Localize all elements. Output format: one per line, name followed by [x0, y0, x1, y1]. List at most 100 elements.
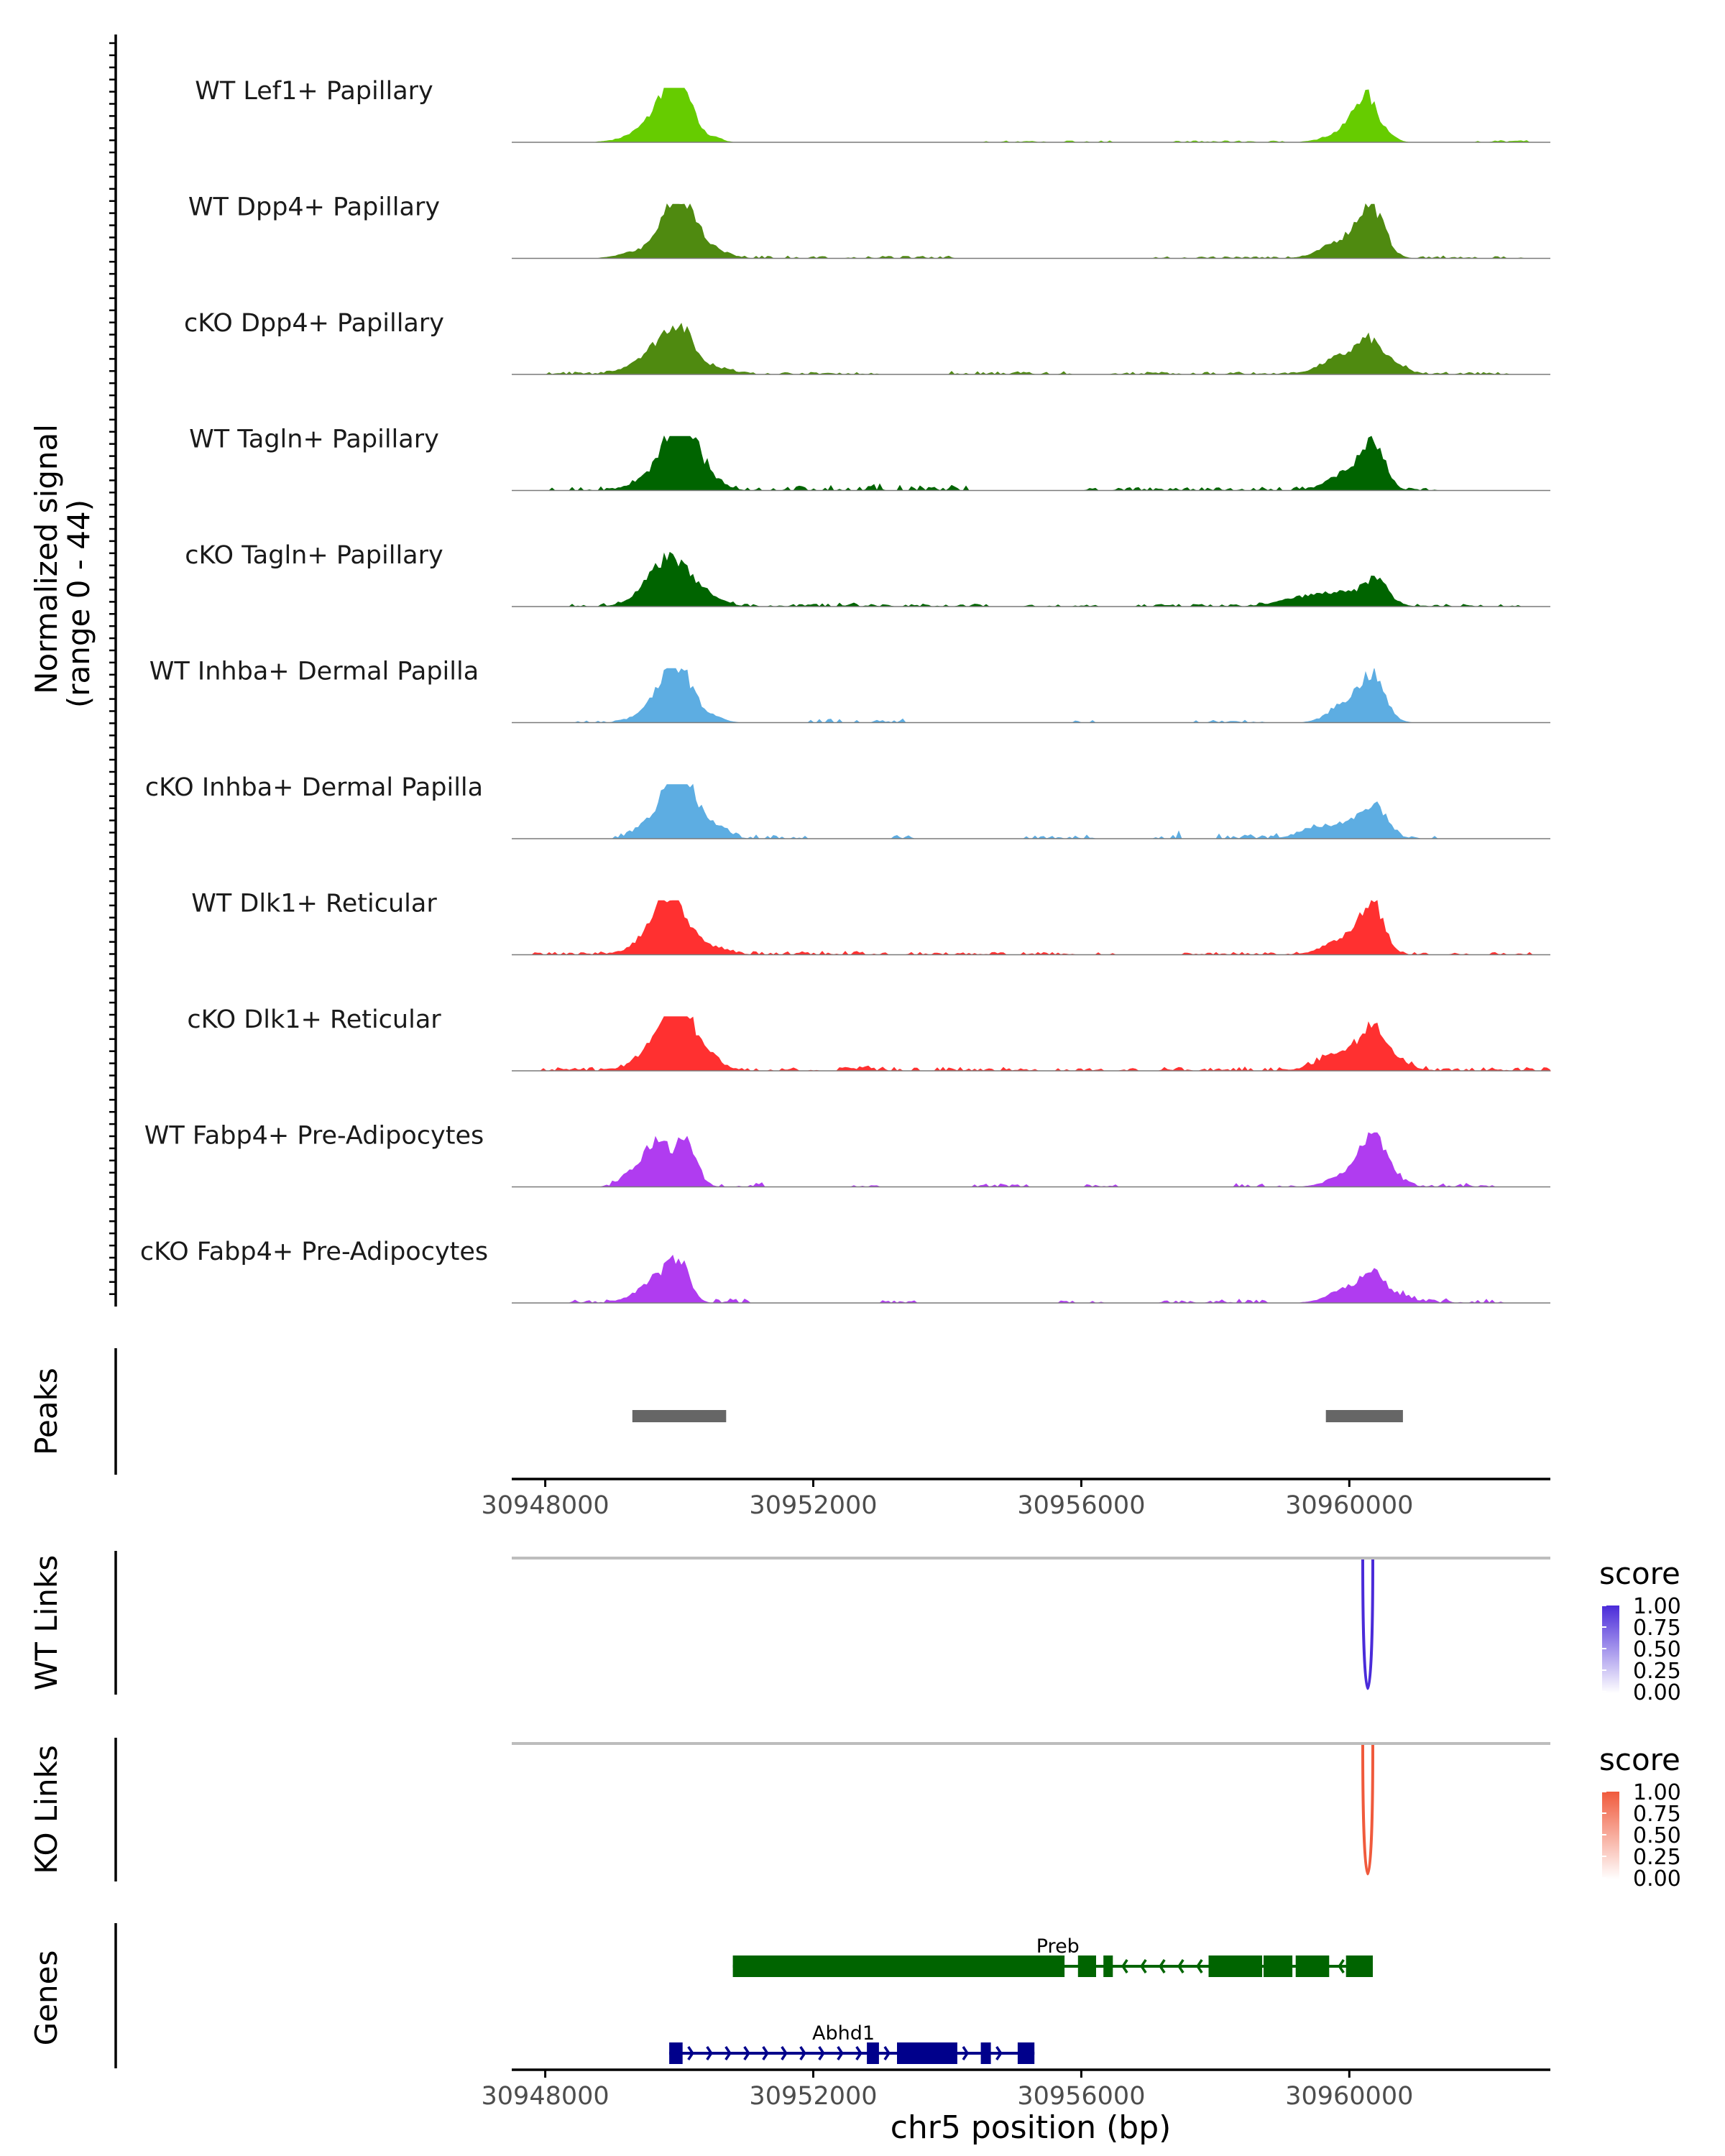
- legend-tick-label: 0.00: [1633, 1680, 1681, 1705]
- coverage-panel: WT Lef1+ Papillary WT Dpp4+ Papillary cKO …: [29, 34, 1551, 1307]
- gene-model: Abhd1: [669, 2022, 1035, 2064]
- track-label: cKO Inhba+ Dermal Papilla: [145, 773, 483, 802]
- x-tick-label: 30948000: [482, 1491, 610, 1520]
- link-arc: [1361, 1559, 1374, 1690]
- coverage-track: cKO Inhba+ Dermal Papilla: [145, 773, 1550, 839]
- coverage-track: WT Dlk1+ Reticular: [191, 890, 1550, 956]
- track-label: cKO Tagln+ Papillary: [185, 541, 443, 570]
- gene-exon: [897, 2042, 957, 2064]
- coverage-tracks: WT Lef1+ Papillary WT Dpp4+ Papillary cKO …: [140, 77, 1551, 1304]
- peaks-panel: Peaks 30948000 30952000 30956000 30960000: [29, 1348, 1550, 1520]
- coverage-ylabel-line1: Normalized signal: [29, 424, 64, 694]
- x-tick-label: 30948000: [482, 2082, 610, 2111]
- genes-panel: Genes Preb Abhd1 30948000 30952000 30956000…: [29, 1923, 1550, 2146]
- strand-arrow: [1159, 1959, 1166, 1973]
- strand-arrow: [724, 2046, 732, 2060]
- legend-tick-label: 0.75: [1633, 1616, 1681, 1641]
- gene-exon: [732, 1955, 1065, 1977]
- gene-exon: [1103, 1955, 1113, 1977]
- wt-legend-title: score: [1599, 1556, 1680, 1591]
- peak-region: [632, 1410, 727, 1422]
- strand-arrow: [1177, 1959, 1184, 1973]
- peak-region: [1325, 1410, 1403, 1422]
- coverage-area: [512, 1016, 1551, 1072]
- wt-score-legend: 1.000.750.500.250.00: [1602, 1594, 1681, 1705]
- legend-tick-label: 0.75: [1633, 1802, 1681, 1827]
- gene-exon: [1077, 1955, 1096, 1977]
- strand-arrow: [1140, 1959, 1147, 1973]
- gene-name-label: Abhd1: [812, 2022, 875, 2045]
- ko-score-legend: 1.000.750.500.250.00: [1602, 1780, 1681, 1892]
- strand-arrow: [1196, 1959, 1203, 1973]
- strand-arrow: [706, 2046, 713, 2060]
- x-tick-label: 30960000: [1285, 2082, 1413, 2111]
- coverage-track: WT Fabp4+ Pre-Adipocytes: [144, 1122, 1550, 1188]
- x-tick-label: 30960000: [1285, 1491, 1413, 1520]
- x-axis-bottom: 30948000 30952000 30956000 30960000: [482, 2068, 1550, 2111]
- gene-exon: [980, 2042, 991, 2064]
- gene-exon: [669, 2042, 683, 2064]
- strand-arrow: [687, 2046, 694, 2060]
- x-tick-label: 30956000: [1017, 2082, 1145, 2111]
- coverage-track: WT Tagln+ Papillary: [189, 425, 1550, 492]
- legend-tick-label: 1.00: [1633, 1594, 1681, 1619]
- gene-exon: [1295, 1955, 1330, 1977]
- genes-ylabel: Genes: [29, 1950, 64, 2046]
- coverage-area: [512, 783, 1550, 839]
- legend-tick-label: 1.00: [1633, 1780, 1681, 1805]
- wt-links-ylabel: WT Links: [29, 1555, 64, 1690]
- gene-model: Preb: [732, 1935, 1373, 1977]
- strand-arrow: [855, 2046, 862, 2060]
- peaks-ylabel: Peaks: [29, 1368, 64, 1455]
- legend-tick-label: 0.25: [1633, 1845, 1681, 1870]
- gene-models: Preb Abhd1: [669, 1935, 1373, 2064]
- track-label: WT Inhba+ Dermal Papilla: [150, 658, 479, 686]
- x-axis-top: 30948000 30952000 30956000 30960000: [482, 1478, 1550, 1520]
- coverage-track: WT Dpp4+ Papillary: [188, 193, 1550, 259]
- track-label: cKO Fabp4+ Pre-Adipocytes: [140, 1238, 488, 1266]
- gene-exon: [1017, 2042, 1035, 2064]
- strand-arrow: [962, 2046, 970, 2060]
- x-axis-label: chr5 position (bp): [891, 2109, 1172, 2146]
- strand-arrow: [837, 2046, 844, 2060]
- legend-tick-label: 0.50: [1633, 1823, 1681, 1848]
- wt-links-panel: WT Links score 1.000.750.500.250.00: [29, 1551, 1681, 1705]
- legend-tick-label: 0.25: [1633, 1659, 1681, 1684]
- gene-exon: [867, 2042, 879, 2064]
- coverage-area: [512, 551, 1550, 607]
- x-tick-label: 30956000: [1017, 1491, 1145, 1520]
- link-arc: [1361, 1744, 1374, 1876]
- x-tick-label: 30952000: [749, 1491, 877, 1520]
- strand-arrow: [883, 2046, 891, 2060]
- strand-arrow: [995, 2046, 1003, 2060]
- strand-arrow: [1121, 1959, 1128, 1973]
- legend-tick-label: 0.50: [1633, 1637, 1681, 1662]
- coverage-track: cKO Tagln+ Papillary: [185, 541, 1550, 607]
- ko-legend-title: score: [1599, 1742, 1680, 1777]
- strand-arrow: [818, 2046, 825, 2060]
- ko-links-arcs: [1361, 1744, 1374, 1876]
- coverage-ticks: [109, 42, 116, 1295]
- wt-links-arcs: [1361, 1559, 1374, 1690]
- ko-links-panel: KO Links score 1.000.750.500.250.00: [29, 1738, 1681, 1892]
- track-label: WT Fabp4+ Pre-Adipocytes: [144, 1122, 484, 1151]
- legend-tick-label: 0.00: [1633, 1866, 1681, 1892]
- strand-arrow: [1338, 1959, 1345, 1973]
- track-label: cKO Dlk1+ Reticular: [187, 1005, 441, 1034]
- track-label: WT Dlk1+ Reticular: [191, 890, 437, 918]
- track-label: cKO Dpp4+ Papillary: [184, 309, 444, 338]
- coverage-track: cKO Fabp4+ Pre-Adipocytes: [140, 1238, 1550, 1304]
- track-label: WT Tagln+ Papillary: [189, 425, 439, 454]
- coverage-area: [512, 88, 1550, 143]
- strand-arrow: [781, 2046, 788, 2060]
- strand-arrow: [743, 2046, 750, 2060]
- gene-name-label: Preb: [1036, 1935, 1080, 1958]
- gene-exon: [1208, 1955, 1263, 1977]
- peaks-regions: [632, 1410, 1403, 1422]
- ko-links-ylabel: KO Links: [29, 1745, 64, 1874]
- gene-exon: [1264, 1955, 1293, 1977]
- strand-arrow: [799, 2046, 806, 2060]
- coverage-track: WT Inhba+ Dermal Papilla: [150, 658, 1550, 724]
